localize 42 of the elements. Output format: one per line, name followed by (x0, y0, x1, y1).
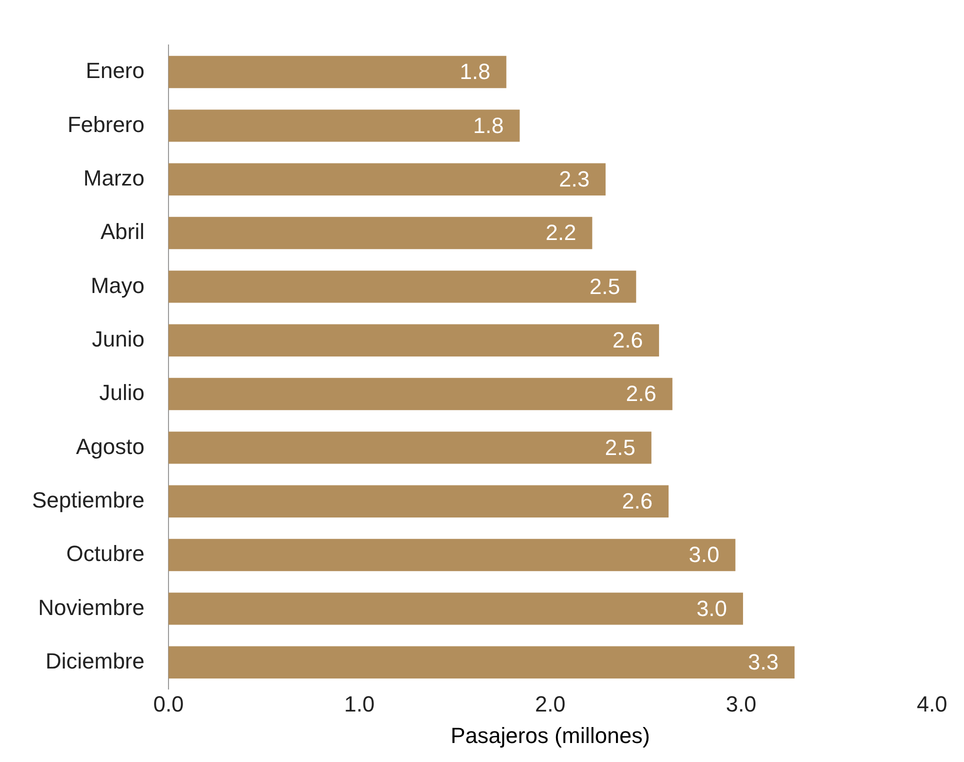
data-label: 2.3 (559, 166, 590, 192)
bar (168, 56, 506, 88)
y-tick-label: Septiembre (32, 487, 145, 512)
y-tick-label: Junio (92, 326, 145, 352)
bar (168, 270, 636, 303)
data-label: 2.6 (612, 327, 644, 352)
y-tick-label: Marzo (83, 165, 145, 190)
y-tick-label: Diciembre (45, 648, 145, 674)
bar (168, 324, 660, 356)
data-label: 3.0 (696, 596, 728, 621)
bar (168, 163, 606, 196)
bar (168, 538, 736, 572)
bar (168, 485, 669, 518)
data-label: 1.8 (473, 112, 504, 138)
y-tick-label: Abril (100, 219, 145, 244)
data-label: 2.5 (604, 434, 636, 460)
data-label: 2.6 (622, 488, 653, 514)
data-label: 2.6 (626, 381, 656, 406)
bar (168, 646, 795, 678)
data-label: 2.2 (546, 220, 576, 246)
data-label: 2.5 (590, 274, 620, 299)
bar (168, 110, 520, 142)
bar (168, 378, 672, 410)
y-tick-label: Julio (99, 380, 145, 406)
y-tick-label: Enero (86, 58, 145, 84)
x-tick-label: 3.0 (726, 691, 756, 716)
data-label: 1.8 (460, 59, 490, 84)
y-tick-label: Agosto (76, 434, 145, 459)
y-tick-label: Mayo (90, 272, 145, 298)
x-axis-title: Pasajeros (millones) (450, 722, 650, 748)
bar (168, 432, 652, 464)
y-tick-label: Octubre (66, 541, 145, 566)
data-label: 3.3 (748, 649, 779, 674)
y-tick-label: Noviembre (38, 594, 145, 620)
x-tick-label: 0.0 (153, 691, 184, 716)
x-tick-label: 1.0 (344, 691, 375, 716)
bar (168, 592, 744, 625)
bar (168, 216, 592, 250)
x-tick-label: 2.0 (534, 691, 566, 716)
x-tick-label: 4.0 (916, 691, 948, 716)
y-tick-label: Febrero (67, 112, 145, 137)
data-label: 3.0 (688, 542, 720, 568)
